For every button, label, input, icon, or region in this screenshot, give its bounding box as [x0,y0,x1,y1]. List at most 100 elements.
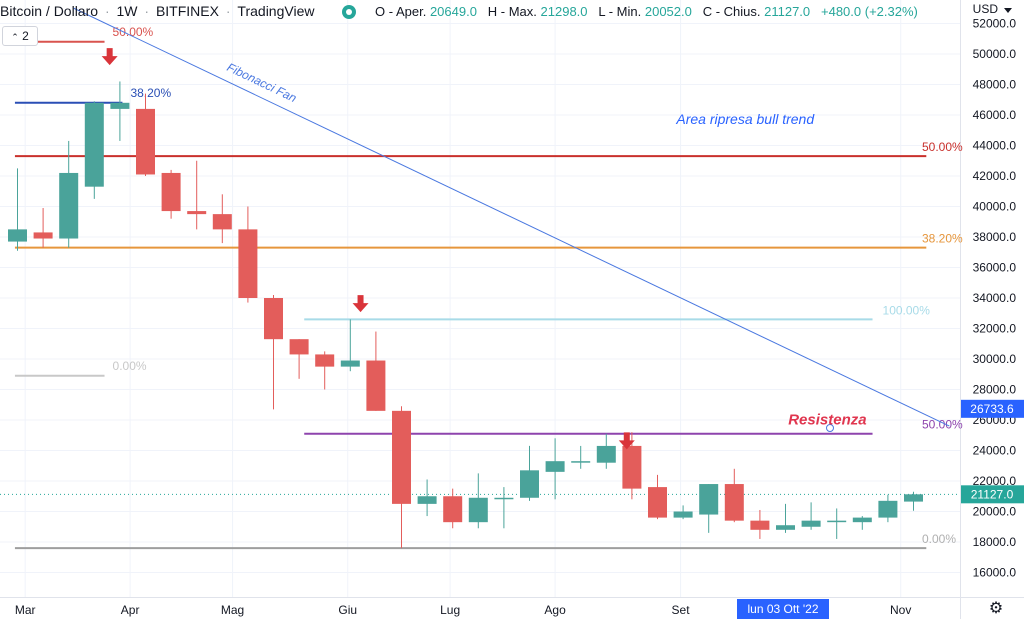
change-value: +480.0 (+2.32%) [821,4,918,19]
candle [110,81,130,141]
candle [443,488,463,529]
candle [776,503,795,533]
bull-area-label: Area ripresa bull trend [675,111,815,127]
y-tick-label: 18000.0 [973,535,1017,549]
candle [136,93,155,176]
fib-level-label: 0.00% [113,359,147,373]
price-badge [961,485,1024,504]
candle-body [904,494,923,502]
fib-level-label: 38.20% [922,232,963,246]
candle-body [110,102,130,109]
candle-body [392,410,411,504]
candle [340,319,360,372]
candle-body [417,496,437,504]
currency-caret-icon[interactable] [1004,8,1012,13]
candle-body [520,470,539,498]
candle-body [59,172,79,239]
x-tick-label: Apr [121,603,140,617]
candle [648,474,667,520]
close-value: 21127.0 [764,4,811,19]
y-tick-label: 46000.0 [973,108,1017,122]
candle [596,433,616,469]
down-arrow-icon [101,48,118,66]
gear-icon[interactable]: ⚙ [988,600,1004,617]
indicator-toggle-button[interactable]: ⌃ 2 [2,26,38,46]
candle-body [648,487,667,518]
candle [494,487,514,529]
x-tick-label: Set [672,603,691,617]
fib-level-label: 100.00% [883,303,931,317]
candle [8,168,27,251]
source-label: TradingView [237,3,315,19]
y-tick-label: 44000.0 [973,139,1017,153]
candle-body [340,360,360,367]
currency-label[interactable]: USD [972,2,998,16]
fibonacci-fan-line [73,7,950,427]
candle [571,445,591,469]
x-tick-label: Mar [15,603,36,617]
candle [366,331,386,411]
candle [392,406,411,549]
candle-body [776,525,795,530]
candle-body [571,461,591,463]
indicator-count: 2 [22,29,29,43]
candle [33,208,53,248]
candle [520,445,539,501]
open-label: O - Aper. [375,4,427,19]
candle-body [494,497,514,500]
candle [673,505,693,520]
y-tick-label: 20000.0 [973,505,1017,519]
candle-body [33,232,53,239]
candle-body [750,520,770,530]
interval-label[interactable]: 1W [116,3,138,19]
open-value: 20649.0 [429,4,477,19]
candle-body [673,511,693,518]
candle-body [136,108,155,175]
fib-level-label: 0.00% [922,532,956,546]
candle-body [878,500,898,518]
y-tick-label: 22000.0 [973,474,1017,488]
candle-body [801,520,821,527]
chart-header: Bitcoin / Dollaro · 1W · BITFINEX · Trad… [0,3,315,19]
down-arrow-icon [618,432,635,450]
candle-body [187,211,207,215]
candle [750,509,770,539]
candle [264,294,283,410]
symbol-title[interactable]: Bitcoin / Dollaro [0,3,99,19]
candle-body [622,445,642,489]
candle [468,473,488,529]
candle-body [366,360,386,411]
candle-body [212,214,232,230]
eye-icon[interactable] [342,5,356,19]
candle [289,339,309,379]
candle [878,494,898,523]
x-tick-label: Lug [440,603,460,617]
candle [904,491,923,511]
resistance-label: Resistenza [788,412,866,429]
chevron-down-icon: ⌃ [11,32,19,42]
y-tick-label: 16000.0 [973,566,1017,580]
candle-body [161,172,181,212]
x-tick-label: Ago [544,603,566,617]
candle-body [545,461,565,472]
x-tick-label: Mag [221,603,244,617]
candle [417,479,437,517]
candle-body [827,520,847,523]
candle [238,206,258,303]
candle [161,169,181,219]
price-badge [961,399,1024,418]
fan-handle [826,424,834,432]
y-tick-label: 28000.0 [973,383,1017,397]
candle-body [238,229,258,298]
price-badge-label: 26733.6 [970,402,1014,416]
candle-body [699,484,719,515]
candle-body [596,445,616,463]
y-tick-label: 50000.0 [973,47,1017,61]
fib-level-label: 50.00% [922,140,963,154]
close-label: C - Chius. [702,4,761,19]
candle-body [84,102,104,187]
candle-body [852,517,872,523]
y-tick-label: 30000.0 [973,352,1017,366]
candle-body [315,354,335,367]
